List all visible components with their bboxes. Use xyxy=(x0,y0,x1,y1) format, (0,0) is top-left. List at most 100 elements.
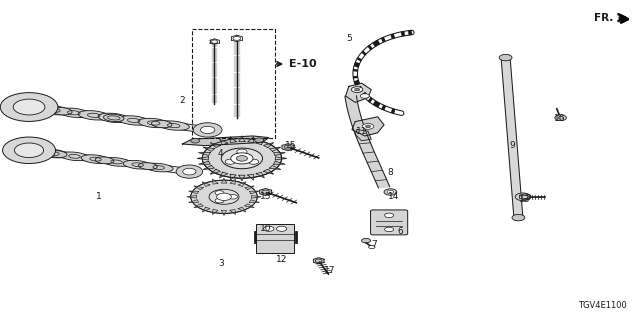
Polygon shape xyxy=(239,175,245,181)
Polygon shape xyxy=(269,165,281,170)
Circle shape xyxy=(385,227,394,232)
Text: 13: 13 xyxy=(519,196,531,204)
Circle shape xyxy=(264,226,274,231)
Ellipse shape xyxy=(95,157,114,164)
Polygon shape xyxy=(264,143,273,148)
Circle shape xyxy=(385,213,394,218)
Bar xyxy=(256,224,294,253)
Polygon shape xyxy=(250,200,259,203)
Text: 14: 14 xyxy=(388,192,399,201)
Circle shape xyxy=(515,193,531,201)
Polygon shape xyxy=(269,147,281,151)
Polygon shape xyxy=(346,83,371,102)
Circle shape xyxy=(558,116,563,119)
Polygon shape xyxy=(256,139,264,145)
Circle shape xyxy=(217,193,231,200)
Polygon shape xyxy=(230,137,236,143)
Text: 7: 7 xyxy=(372,240,377,249)
Text: 9: 9 xyxy=(509,141,515,150)
Circle shape xyxy=(236,156,248,161)
Polygon shape xyxy=(198,153,211,156)
Polygon shape xyxy=(230,179,236,184)
Polygon shape xyxy=(197,157,209,160)
Polygon shape xyxy=(238,207,246,212)
Circle shape xyxy=(362,124,374,129)
Ellipse shape xyxy=(38,106,70,115)
Ellipse shape xyxy=(18,146,47,155)
Polygon shape xyxy=(202,182,210,187)
Polygon shape xyxy=(198,161,211,164)
FancyBboxPatch shape xyxy=(371,210,408,235)
Polygon shape xyxy=(520,194,530,200)
Text: 12: 12 xyxy=(276,255,287,264)
Circle shape xyxy=(231,153,253,164)
Polygon shape xyxy=(264,169,273,174)
Polygon shape xyxy=(314,258,324,264)
Circle shape xyxy=(211,40,218,43)
Ellipse shape xyxy=(39,149,68,158)
Text: 3: 3 xyxy=(218,260,223,268)
Circle shape xyxy=(237,149,247,154)
Circle shape xyxy=(499,54,512,61)
Text: 10: 10 xyxy=(260,224,271,233)
Polygon shape xyxy=(202,207,210,212)
Circle shape xyxy=(0,92,58,121)
Polygon shape xyxy=(17,102,219,134)
Polygon shape xyxy=(194,204,204,208)
Ellipse shape xyxy=(52,108,72,115)
Polygon shape xyxy=(244,186,254,190)
Polygon shape xyxy=(238,182,246,187)
Circle shape xyxy=(3,137,56,164)
Circle shape xyxy=(387,190,394,194)
Circle shape xyxy=(215,191,224,195)
Circle shape xyxy=(360,94,369,98)
Polygon shape xyxy=(189,191,198,194)
Polygon shape xyxy=(501,58,523,218)
Polygon shape xyxy=(248,137,253,143)
Polygon shape xyxy=(220,172,228,178)
Text: TGV4E1100: TGV4E1100 xyxy=(579,301,627,310)
Ellipse shape xyxy=(144,163,173,172)
Circle shape xyxy=(200,126,215,133)
Text: 5: 5 xyxy=(346,34,351,43)
Ellipse shape xyxy=(58,108,90,117)
Circle shape xyxy=(193,123,222,137)
Polygon shape xyxy=(273,161,285,164)
Circle shape xyxy=(176,165,203,178)
Circle shape xyxy=(191,139,200,143)
Polygon shape xyxy=(182,136,269,146)
Circle shape xyxy=(233,36,241,40)
Polygon shape xyxy=(275,157,287,160)
Polygon shape xyxy=(252,196,261,198)
Text: 15: 15 xyxy=(285,141,297,150)
Text: 11: 11 xyxy=(356,127,367,136)
Ellipse shape xyxy=(158,121,189,130)
Polygon shape xyxy=(239,136,245,142)
Text: 2: 2 xyxy=(180,96,185,105)
Polygon shape xyxy=(230,210,236,214)
Polygon shape xyxy=(221,211,227,215)
Text: 6: 6 xyxy=(397,228,403,236)
Ellipse shape xyxy=(138,163,157,170)
Polygon shape xyxy=(220,139,228,145)
Polygon shape xyxy=(355,130,371,141)
Polygon shape xyxy=(250,191,259,194)
Polygon shape xyxy=(230,174,236,180)
Ellipse shape xyxy=(138,118,170,128)
Circle shape xyxy=(221,148,262,169)
Circle shape xyxy=(225,159,236,164)
Circle shape xyxy=(215,198,224,203)
Circle shape xyxy=(555,115,566,121)
Polygon shape xyxy=(211,169,220,174)
Polygon shape xyxy=(248,174,253,180)
Circle shape xyxy=(13,99,45,115)
Polygon shape xyxy=(194,186,204,190)
Circle shape xyxy=(362,238,371,243)
Circle shape xyxy=(365,125,371,128)
Polygon shape xyxy=(260,188,271,196)
Polygon shape xyxy=(244,204,254,208)
Polygon shape xyxy=(187,196,196,198)
Polygon shape xyxy=(212,210,218,214)
Text: 4: 4 xyxy=(218,149,223,158)
Polygon shape xyxy=(203,165,214,170)
